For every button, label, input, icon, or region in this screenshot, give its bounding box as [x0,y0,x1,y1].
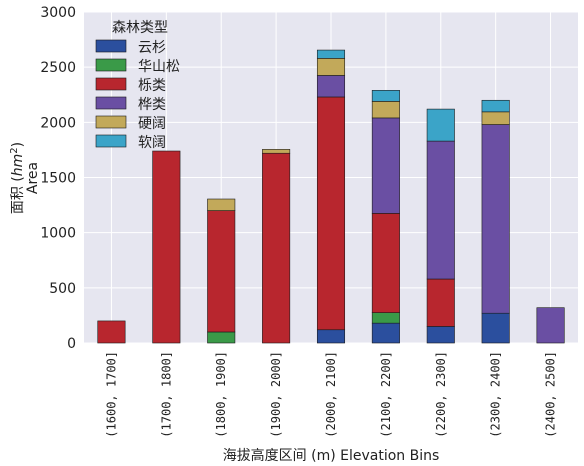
legend-label: 软阔 [138,135,166,151]
bar-segment-5-4 [262,149,291,154]
legend-label: 华山松 [138,59,180,75]
bar-segment-5-5 [316,58,346,76]
y-axis-label-en: Area [25,162,41,194]
legend-swatch [95,115,127,129]
y-tick-label: 2000 [40,115,76,131]
bar-segment-4-8 [481,124,510,314]
x-tick-label: (1900, 2000] [269,351,283,438]
y-tick-label: 1500 [40,171,76,187]
y-tick-label: 500 [49,281,76,297]
x-axis-label: 海拔高度区间 (m) Elevation Bins [223,447,440,464]
legend-swatch [95,77,127,91]
bar-segment-1-5 [316,329,346,344]
bar-segment-6-5 [316,49,346,59]
bar-segment-3-4 [262,152,291,344]
x-tick-label: (2000, 2100] [324,351,338,438]
x-tick-label: (2400, 2500] [544,351,558,438]
bar-segment-2-6 [371,312,400,324]
bar-segment-3-5 [316,96,346,331]
y-tick-label: 3000 [40,5,76,21]
y-axis-label-cn: 面积 [10,186,26,214]
legend-swatch [95,58,127,72]
x-tick-label: (1700, 1800] [159,351,173,438]
bar-segment-3-6 [371,213,400,313]
x-tick-label: (1800, 1900] [214,351,228,438]
legend-label: 桦类 [138,97,166,113]
bar-segment-6-7 [426,108,455,142]
y-tick-label: 0 [67,336,76,352]
y-tick-labels: 0 500 1000 1500 2000 2500 3000 [40,5,76,352]
bar-segment-4-6 [371,117,400,214]
x-tick-label: (2300, 2400] [489,351,503,438]
bar-segment-5-3 [207,198,236,211]
bar-segment-1-7 [426,326,455,344]
legend-label: 云杉 [138,40,166,56]
legend-title: 森林类型 [112,20,168,36]
y-tick-label: 1000 [40,226,76,242]
bar-segment-5-8 [481,111,510,125]
bar-segment-2-3 [207,331,236,344]
x-tick-labels: (1600, 1700] (1700, 1800] (1800, 1900] (190… [104,351,557,438]
bar-segment-3-3 [207,210,236,333]
bar-segment-3-1 [97,320,126,344]
x-tick-label: (2100, 2200] [379,351,393,438]
legend-label: 栎类 [138,78,166,94]
bar-segment-1-6 [371,322,400,344]
legend-label: 硬阔 [138,116,166,132]
bar-segment-6-8 [481,99,510,113]
y-axis-label: 面积 (hm2) Area [9,142,41,214]
svg-text:面积 (hm2): 面积 (hm2) [9,142,26,214]
legend-swatch [95,39,127,53]
bar-segment-3-7 [426,278,455,327]
x-tick-label: (2200, 2300] [434,351,448,438]
bar-segment-6-6 [371,90,400,102]
bar-segment-3-2 [152,150,181,344]
y-axis-label-unit: hm [10,154,26,177]
bar-segment-5-6 [371,101,400,119]
bar-segment-4-5 [316,75,346,98]
y-axis-label-exp: 2 [9,147,20,153]
bars [97,49,565,344]
bar-segment-4-7 [426,140,455,280]
legend-swatch [95,96,127,110]
y-tick-label: 2500 [40,60,76,76]
legend-swatch [95,134,127,148]
x-tick-label: (1600, 1700] [104,351,118,438]
bar-segment-1-8 [481,312,510,344]
bar-segment-4-9 [536,307,565,344]
